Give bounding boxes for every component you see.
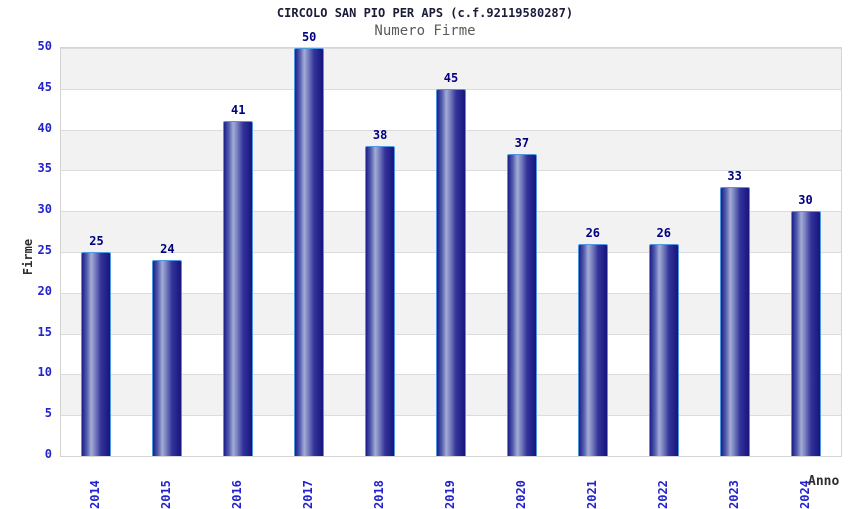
gridline [61, 48, 841, 49]
y-tick-label: 20 [37, 283, 52, 298]
bar-2024 [790, 211, 821, 456]
y-tick-label: 40 [37, 120, 52, 135]
bar-value-label: 37 [514, 136, 530, 151]
chart-title: CIRCOLO SAN PIO PER APS (c.f.92119580287… [276, 6, 574, 20]
x-tick-label-2021: 2021 [584, 480, 599, 509]
bar-2019 [436, 88, 466, 456]
x-tick-label-2023: 2023 [726, 480, 741, 509]
bar-2014 [81, 252, 112, 456]
y-tick-label: 5 [44, 406, 52, 421]
x-tick-label-2020: 2020 [513, 480, 528, 509]
bar-value-label: 50 [301, 30, 317, 44]
y-tick-label: 15 [37, 324, 52, 339]
bar-2018 [365, 145, 396, 456]
bar-2017 [294, 48, 325, 456]
bar-2022 [648, 243, 679, 456]
y-tick-label: 30 [37, 202, 52, 217]
x-tick-label-2019: 2019 [443, 480, 457, 509]
bar-value-label: 41 [231, 103, 246, 118]
bar-2020 [506, 154, 537, 456]
bar-2023 [719, 186, 750, 456]
bar-2015 [152, 260, 183, 456]
y-tick-label: 0 [44, 447, 52, 461]
x-tick-label-2018: 2018 [372, 480, 387, 509]
bar-2021 [577, 243, 608, 456]
x-tick-label-2014: 2014 [88, 480, 103, 509]
x-tick-label-2016: 2016 [230, 480, 245, 509]
bar-value-label: 38 [372, 127, 388, 142]
bar-value-label: 25 [89, 234, 104, 248]
y-tick-label: 50 [37, 39, 52, 53]
grid-band [61, 48, 841, 89]
chart-subtitle: Numero Firme [374, 23, 476, 39]
y-tick-label: 25 [37, 243, 52, 257]
y-tick-label: 10 [37, 365, 52, 380]
x-tick-label-2015: 2015 [159, 480, 174, 509]
bar-value-label: 30 [798, 193, 813, 208]
bar-value-label: 26 [585, 225, 601, 240]
bar-value-label: 26 [656, 225, 671, 240]
bar-value-label: 24 [160, 242, 175, 257]
x-tick-label-2022: 2022 [655, 480, 670, 509]
x-tick-label-2017: 2017 [301, 480, 316, 509]
bar-2016 [223, 121, 254, 456]
y-tick-label: 35 [37, 161, 52, 176]
bar-value-label: 45 [443, 70, 459, 85]
y-tick-label: 45 [37, 79, 52, 94]
y-axis-label: Firme [21, 238, 35, 276]
x-axis-label: Anno [808, 474, 840, 489]
bar-value-label: 33 [727, 168, 742, 183]
plot-area: 25 24 41 50 38 45 37 26 26 33 30 [60, 30, 842, 457]
